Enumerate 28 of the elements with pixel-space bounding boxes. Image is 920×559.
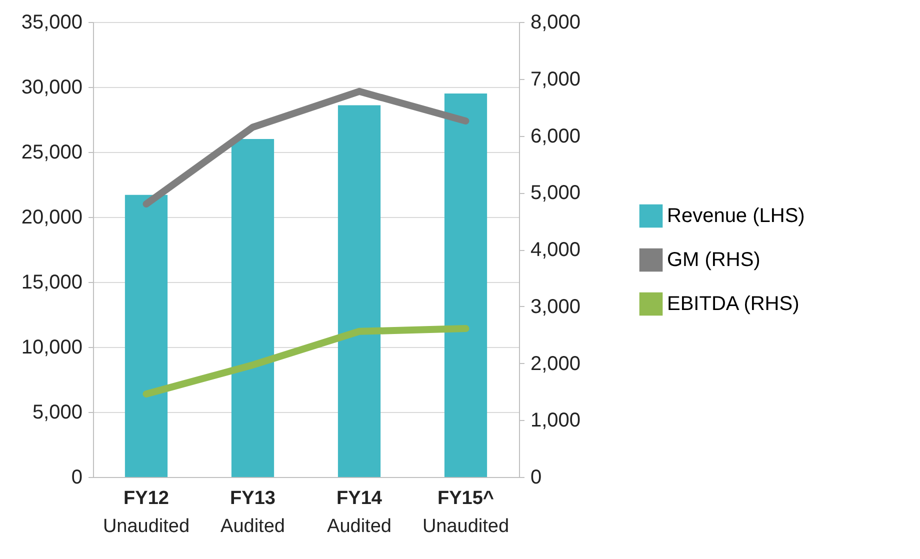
category-label: FY14 Audited — [327, 488, 392, 537]
legend-label: EBITDA (RHS) — [667, 293, 800, 315]
y2-tick-label: 3,000 — [530, 296, 581, 318]
y2-tick-label: 2,000 — [530, 352, 581, 375]
category-label: FY15^ Unaudited — [422, 488, 510, 537]
y-tick-label: 15,000 — [21, 272, 82, 294]
y-tick-label: 30,000 — [21, 76, 82, 98]
y2-tick-label: 7,000 — [530, 68, 581, 90]
y2-tick-label: 6,000 — [530, 125, 581, 148]
category-label: FY13 Audited — [220, 488, 285, 537]
y-tick-label: 10,000 — [21, 336, 82, 358]
category-label: FY12 Unaudited — [102, 488, 190, 537]
y-tick-label: 0 — [71, 466, 82, 488]
bar — [231, 139, 274, 477]
y2-tick-label: 0 — [530, 466, 542, 488]
bar — [338, 105, 381, 477]
y-tick-label: 35,000 — [21, 12, 82, 34]
y-tick-label: 5,000 — [32, 402, 82, 424]
y-tick-label: 20,000 — [21, 206, 82, 228]
y2-tick-label: 5,000 — [530, 182, 581, 204]
y2-tick-label: 4,000 — [530, 239, 581, 261]
bar — [444, 94, 488, 477]
y-tick-label: 25,000 — [21, 142, 82, 164]
legend-label: Revenue (LHS) — [667, 205, 805, 227]
bar — [124, 194, 168, 477]
y2-tick-label: 1,000 — [530, 410, 581, 432]
y2-tick-label: 8,000 — [530, 12, 581, 34]
legend-label: GM (RHS) — [667, 249, 760, 271]
